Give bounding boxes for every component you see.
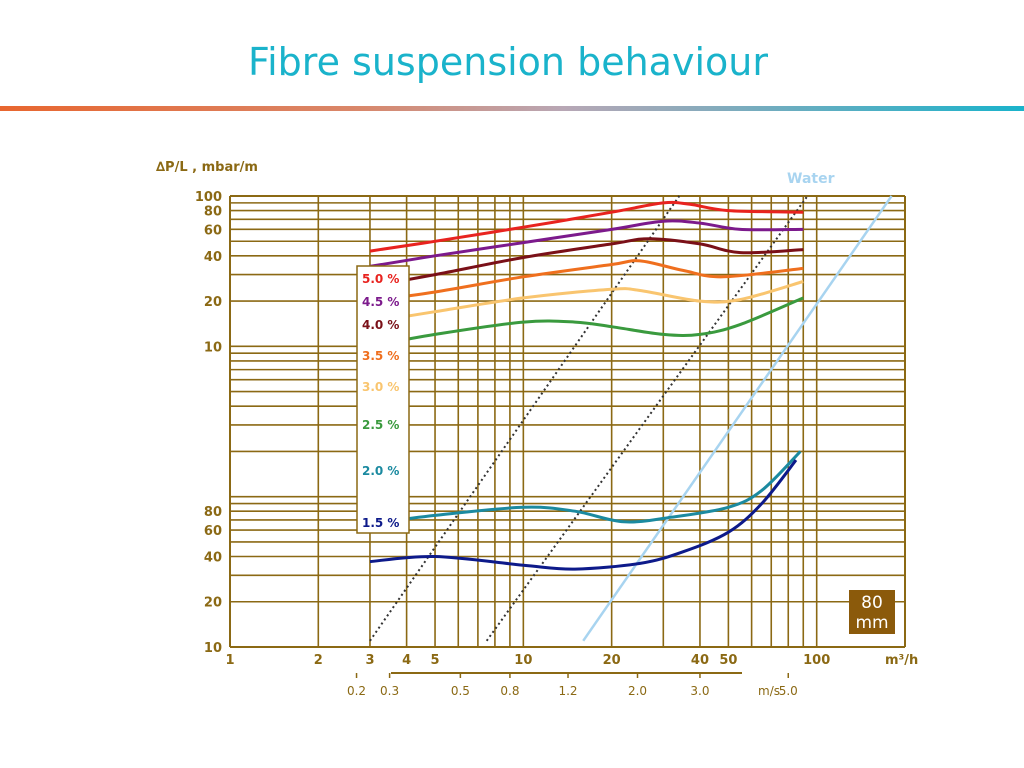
x-tick-label: 4 <box>402 653 411 668</box>
title-divider <box>0 106 1024 111</box>
series-line <box>369 280 804 324</box>
series-label: 3.5 % <box>362 349 399 363</box>
diameter-box <box>849 590 895 634</box>
x-axis-label: m³/h <box>885 653 918 668</box>
y-tick-label: 10 <box>204 340 222 355</box>
series-line <box>369 200 804 253</box>
water-reference-line <box>582 195 893 642</box>
velocity-tick-label: 5.0 <box>779 684 798 698</box>
curve-legend: 5.0 % 4.5 % 4.0 % 3.5 % 3.0 % 2.5 % 2.0 % 1.5 % <box>356 265 410 534</box>
series-label: 2.0 % <box>362 464 399 478</box>
y-tick-label: 60 <box>204 524 222 539</box>
y-tick-label: 20 <box>204 295 222 310</box>
velocity-tick-label: 0.8 <box>500 684 519 698</box>
velocity-tick-label: 0.3 <box>380 684 399 698</box>
y-tick-label: 80 <box>204 205 222 220</box>
series-label: 1.5 % <box>362 516 399 530</box>
series-line <box>369 296 804 348</box>
series-line <box>369 450 802 526</box>
series-line <box>369 219 804 268</box>
x-tick-label: 3 <box>365 653 374 668</box>
y-tick-label: 40 <box>204 250 222 265</box>
y-tick-label: 80 <box>204 505 222 520</box>
series-label: 4.5 % <box>362 295 399 309</box>
y-tick-label: 20 <box>204 596 222 611</box>
velocity-tick-label: 0.2 <box>347 684 366 698</box>
velocity-tick-label: 0.5 <box>451 684 470 698</box>
y-axis-label: ∆P/L , mbar/m <box>156 160 258 175</box>
velocity-tick-label: 1.2 <box>558 684 577 698</box>
x-tick-label: 50 <box>719 653 737 668</box>
y-tick-label: 40 <box>204 550 222 565</box>
x-tick-label: 20 <box>603 653 621 668</box>
diameter-unit: mm <box>855 613 888 633</box>
x-tick-label: 2 <box>314 653 323 668</box>
series-line <box>369 259 804 303</box>
y-tick-label: 60 <box>204 223 222 238</box>
y-tick-label: 10 <box>204 641 222 656</box>
series-line <box>369 237 804 288</box>
chart-curves <box>369 195 893 642</box>
series-label: 5.0 % <box>362 272 399 286</box>
series-label: 4.0 % <box>362 318 399 332</box>
x-tick-label: 5 <box>431 653 440 668</box>
chart-grid <box>229 195 906 648</box>
x-tick-label: 100 <box>803 653 830 668</box>
y-tick-label: 100 <box>195 190 222 205</box>
legend-box <box>356 265 410 534</box>
page-title: Fibre suspension behaviour <box>248 40 768 84</box>
series-line <box>369 459 798 571</box>
series-label: 3.0 % <box>362 380 399 394</box>
velocity-tick-label: 3.0 <box>690 684 709 698</box>
water-line-label: Water <box>787 171 835 187</box>
x-tick-label: 1 <box>225 653 234 668</box>
series-label: 2.5 % <box>362 418 399 432</box>
diameter-value: 80 <box>861 593 883 613</box>
x-tick-label: 40 <box>691 653 709 668</box>
x-tick-label: 10 <box>514 653 532 668</box>
dotted-guide-line <box>369 195 681 642</box>
velocity-tick-label: 2.0 <box>628 684 647 698</box>
velocity-axis-unit: m/s <box>758 684 780 698</box>
